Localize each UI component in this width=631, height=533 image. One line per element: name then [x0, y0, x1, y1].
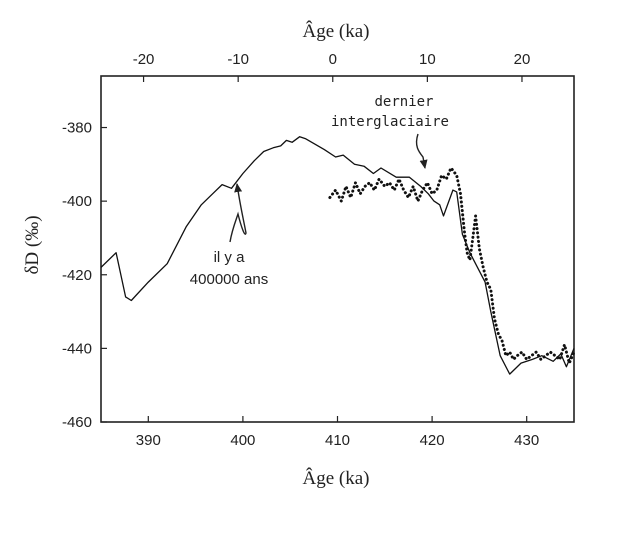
series-layer — [100, 136, 576, 375]
y-tick-label: -380 — [62, 120, 92, 137]
top-tick-label: 0 — [329, 51, 337, 68]
y-tick-label: -400 — [62, 193, 92, 210]
x-tick-label: 400 — [230, 432, 255, 449]
x-tick-label: 390 — [136, 432, 161, 449]
x-axis-title: Âge (ka) — [303, 467, 370, 489]
top-tick-label: -10 — [227, 51, 249, 68]
annotation-interglacial: dernier interglaciaire — [331, 94, 449, 169]
annotation-400ka-line2: 400000 ans — [190, 271, 268, 288]
series-dotted-line — [328, 166, 576, 365]
y-tick-label: -460 — [62, 414, 92, 431]
y-axis-title: δD (‰) — [22, 215, 43, 274]
top-tick-label: 20 — [514, 51, 531, 68]
annotation-400ka-arrow — [229, 183, 247, 243]
annotation-400ka: il y a 400000 ans — [190, 183, 268, 288]
y-tick-label: -420 — [62, 267, 92, 284]
ticks-layer: 390 400 410 420 430 -460 -440 -420 -400 -380 -20 -1… — [62, 51, 539, 449]
x-tick-label: 410 — [325, 432, 350, 449]
y-tick-label: -440 — [62, 340, 92, 357]
annotation-interglacial-line2: interglaciaire — [331, 114, 449, 130]
x-tick-label: 430 — [514, 432, 539, 449]
x-tick-label: 420 — [420, 432, 445, 449]
annotation-interglacial-arrow — [415, 133, 428, 169]
annotation-interglacial-line1: dernier — [374, 94, 433, 110]
annotation-400ka-line1: il y a — [214, 249, 246, 266]
top-tick-label: 10 — [419, 51, 436, 68]
top-tick-label: -20 — [133, 51, 155, 68]
series-solid-line — [100, 136, 575, 375]
top-axis-title: Âge (ka) — [303, 20, 370, 42]
